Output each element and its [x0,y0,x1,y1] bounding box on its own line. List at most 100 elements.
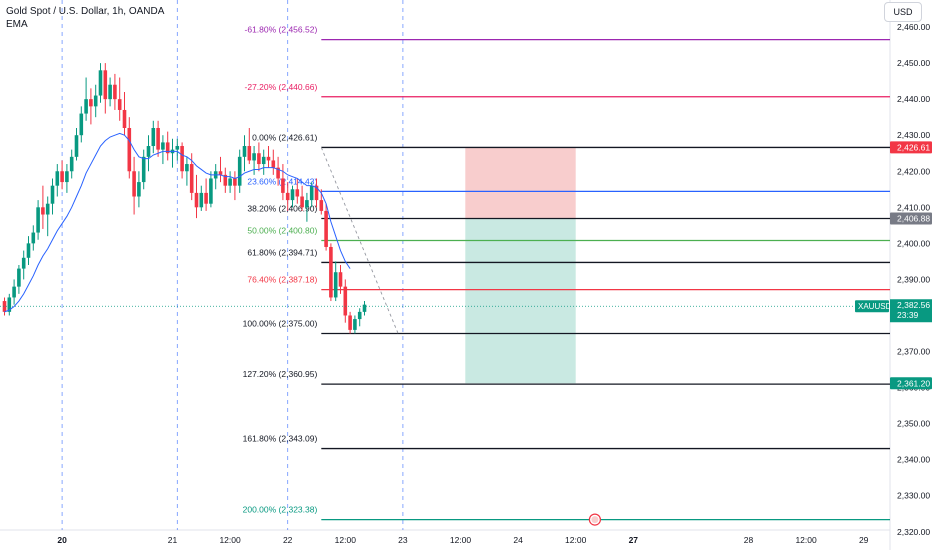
candle-body [84,99,88,114]
time-axis-label: 28 [744,535,754,545]
price-tag-text: 2,426.61 [897,142,930,152]
time-axis-label: 12:00 [335,535,357,545]
candle-body [353,319,357,330]
price-axis-tick: 2,410.00 [897,202,930,212]
candle-body [204,192,208,204]
candle-body [108,84,112,100]
candle-body [228,178,232,186]
current-price-text: 2,382.56 [897,300,930,310]
candle-body [209,178,213,204]
candle-body [103,70,108,100]
symbol-tag-text: XAUUSD [858,302,892,311]
price-axis-tick: 2,400.00 [897,238,930,248]
time-axis-label: 20 [57,535,67,545]
candle-body [233,178,237,186]
candle-body [185,164,189,172]
fib-level-label: 76.40% (2,387.18) [247,275,317,285]
chart-legend: Gold Spot / U.S. Dollar, 1h, OANDA EMA [6,5,164,31]
candle-body [261,156,266,165]
candle-body [324,210,328,247]
candle-body [194,192,199,208]
us-flag-event-icon-fill [591,516,599,524]
candle-body [300,196,304,208]
price-axis-tick: 2,430.00 [897,130,930,140]
time-axis-label: 12:00 [219,535,241,545]
candle-body [21,257,26,269]
candle-body [132,171,136,197]
candle-body [45,203,50,215]
candle-body [348,315,352,330]
candle-body [26,243,31,258]
candle-body [309,185,314,201]
time-axis-label: 12:00 [450,535,472,545]
fib-level-label: 50.00% (2,400.80) [247,225,317,235]
candle-body [333,272,338,298]
time-axis-label: 22 [283,535,293,545]
candle-body [41,207,45,215]
candle-body [242,146,247,157]
price-tag-text: 2,361.20 [897,378,930,388]
price-axis-tick: 2,450.00 [897,58,930,68]
candle-body [180,146,184,172]
candle-body [271,160,276,168]
candle-body [74,135,79,157]
price-tag-box [890,377,932,390]
price-axis-tick: 2,350.00 [897,419,930,429]
current-price-box [890,299,932,323]
candle-body [165,142,170,154]
candle-body [305,200,309,208]
candle-body [295,189,300,197]
candle-body [285,192,290,201]
candle-body [60,171,64,183]
candle-body [113,84,117,100]
candle-body [189,164,194,193]
fib-level-label: 127.20% (2,360.95) [243,369,318,379]
candle-body [223,174,228,186]
candle-body [281,178,285,193]
price-axis-tick: 2,340.00 [897,455,930,465]
price-tag-box [890,212,932,225]
price-axis-tick: 2,420.00 [897,166,930,176]
candle-body [319,200,324,211]
candle-body [151,127,156,147]
candle-body [127,127,132,172]
price-axis-tick: 2,370.00 [897,347,930,357]
candle-body [266,156,271,161]
candle-body [343,286,348,316]
time-axis-label: 12:00 [795,535,817,545]
price-axis-tick: 2,330.00 [897,491,930,501]
fib-level-label: 100.00% (2,375.00) [243,319,318,329]
candle-body [218,171,223,175]
currency-button[interactable]: USD [884,2,922,22]
candle-body [31,232,36,244]
candle-body [65,171,69,183]
candle-body [79,113,84,136]
candle-body [137,182,141,197]
price-tag-text: 2,406.88 [897,214,930,224]
candle-body [50,185,55,204]
fib-level-label: 0.00% (2,426.61) [252,132,317,142]
fib-level-label: -61.80% (2,456.52) [245,25,318,35]
ema-indicator-label[interactable]: EMA [6,19,28,30]
candle-body [17,268,21,287]
time-axis-label: 21 [168,535,178,545]
candle-body [276,167,280,179]
price-tag-box [890,141,932,154]
candle-body [55,171,60,186]
countdown-text: 23:39 [897,310,919,320]
price-axis-tick: 2,460.00 [897,22,930,32]
fib-level-label: 200.00% (2,323.38) [243,505,318,515]
symbol-title[interactable]: Gold Spot / U.S. Dollar, 1h, OANDA [6,6,165,17]
candle-body [7,297,12,312]
candle-body [122,109,127,128]
fib-level-label: 161.80% (2,343.09) [243,434,318,444]
price-axis-tick: 2,390.00 [897,274,930,284]
candle-body [338,272,343,287]
time-axis-label: 29 [859,535,869,545]
price-axis-tick: 2,320.00 [897,527,930,537]
candle-body [362,304,367,312]
candle-body [117,99,122,110]
fib-level-label: 38.20% (2,406.90) [247,203,317,213]
candle-body [237,156,242,186]
